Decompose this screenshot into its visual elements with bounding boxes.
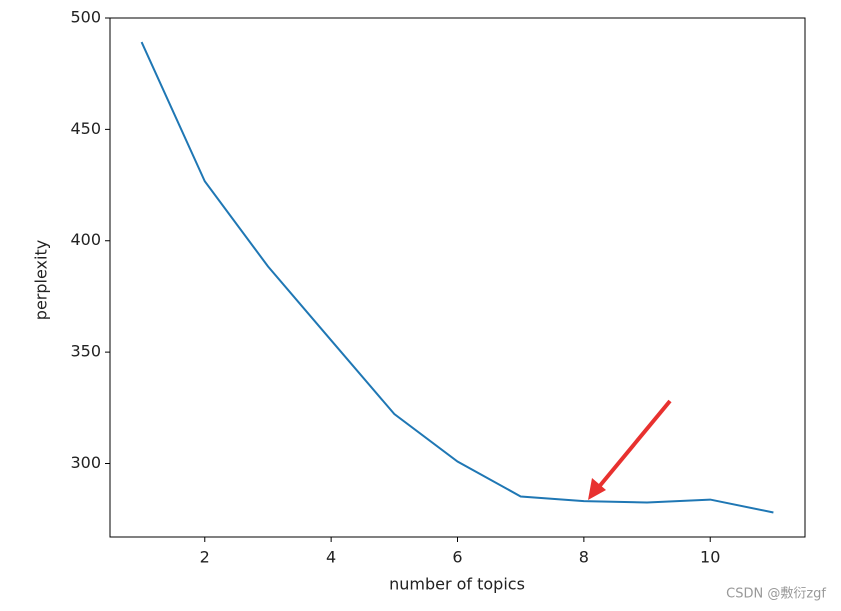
plot-frame [109, 17, 806, 538]
x-tick-label: 2 [200, 548, 210, 567]
y-tick-label: 300 [70, 453, 101, 472]
y-axis-label: perplexity [32, 240, 51, 320]
y-tick-label: 450 [70, 119, 101, 138]
x-tick-label: 8 [579, 548, 589, 567]
y-tick-label: 500 [70, 8, 101, 27]
annotation-arrow [588, 399, 672, 500]
x-tick-label: 4 [326, 548, 336, 567]
y-tick-label: 400 [70, 230, 101, 249]
data-line [140, 41, 774, 514]
y-tick-label: 350 [70, 342, 101, 361]
x-axis-label: number of topics [389, 575, 525, 594]
watermark: CSDN @敷衍zgf [726, 587, 826, 602]
x-tick-label: 6 [452, 548, 462, 567]
x-tick-label: 10 [700, 548, 720, 567]
